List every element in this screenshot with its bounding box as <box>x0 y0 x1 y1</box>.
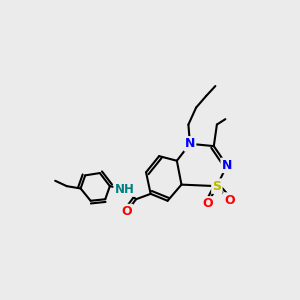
Text: O: O <box>122 205 132 218</box>
Text: O: O <box>224 194 235 206</box>
Text: N: N <box>185 137 195 150</box>
Text: O: O <box>202 197 213 210</box>
Text: N: N <box>222 159 232 172</box>
Text: S: S <box>212 180 221 193</box>
Text: NH: NH <box>115 183 134 196</box>
